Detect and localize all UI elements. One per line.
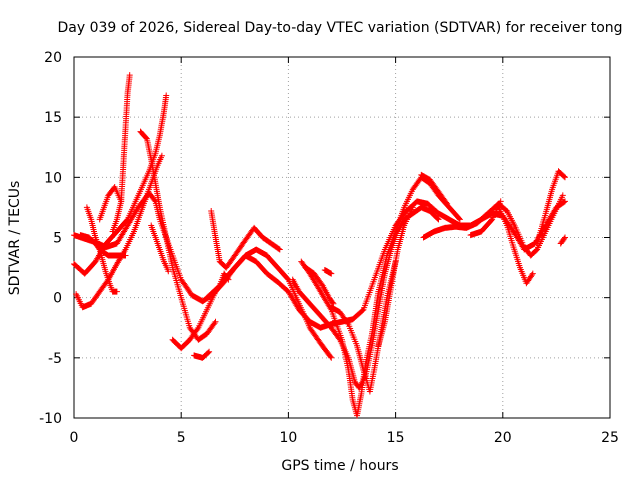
y-tick-label: 0: [53, 291, 62, 307]
tick-labels: 0 5 10 15 20 25 -10 -5 0 5 10 15 20: [39, 50, 619, 446]
series-track-6: [96, 184, 125, 223]
data-point-markers: [73, 152, 165, 311]
series-track-2: [71, 92, 170, 277]
chart-title: Day 039 of 2026, Sidereal Day-to-day VTE…: [57, 20, 622, 36]
series-track-8: [208, 208, 283, 271]
series-track-25: [375, 204, 416, 349]
y-tick-label: 15: [44, 110, 62, 126]
series-track-20: [77, 232, 120, 295]
data-point-markers: [96, 184, 125, 223]
data-point-markers: [71, 92, 170, 277]
series-track-18: [557, 234, 568, 247]
data-point-markers: [418, 171, 451, 207]
data-point-markers: [302, 264, 337, 307]
data-point-markers: [191, 348, 213, 361]
series-track-5: [73, 152, 165, 311]
data-point-markers: [534, 168, 568, 247]
y-axis-label: SDTVAR / TECUs: [7, 181, 23, 296]
series-track-9: [191, 348, 213, 361]
x-tick-label: 15: [387, 430, 405, 446]
data-point-markers: [77, 232, 120, 295]
series-track-23: [302, 264, 337, 307]
x-tick-label: 0: [70, 430, 79, 446]
y-tick-label: 10: [44, 170, 62, 186]
series-track-24: [321, 267, 335, 277]
data-point-markers: [321, 267, 335, 277]
series-track-21: [148, 222, 172, 275]
x-tick-label: 25: [601, 430, 619, 446]
data-point-markers: [203, 270, 232, 301]
data-point-markers: [495, 204, 536, 287]
series-track-22: [203, 270, 232, 301]
series-track-16: [495, 204, 536, 287]
data-point-markers: [208, 208, 283, 271]
x-tick-label: 10: [279, 430, 297, 446]
x-tick-label: 5: [177, 430, 186, 446]
y-tick-label: -10: [39, 411, 62, 427]
series-track-13: [418, 171, 451, 207]
data-markers: [71, 72, 568, 419]
x-axis-label: GPS time / hours: [281, 458, 398, 474]
y-tick-label: -5: [48, 351, 62, 367]
x-tick-label: 20: [494, 430, 512, 446]
y-tick-label: 20: [44, 50, 62, 66]
data-point-markers: [148, 222, 172, 275]
y-tick-label: 5: [53, 231, 62, 247]
data-point-markers: [375, 204, 416, 349]
data-point-markers: [557, 234, 568, 247]
series-track-17: [534, 168, 568, 247]
